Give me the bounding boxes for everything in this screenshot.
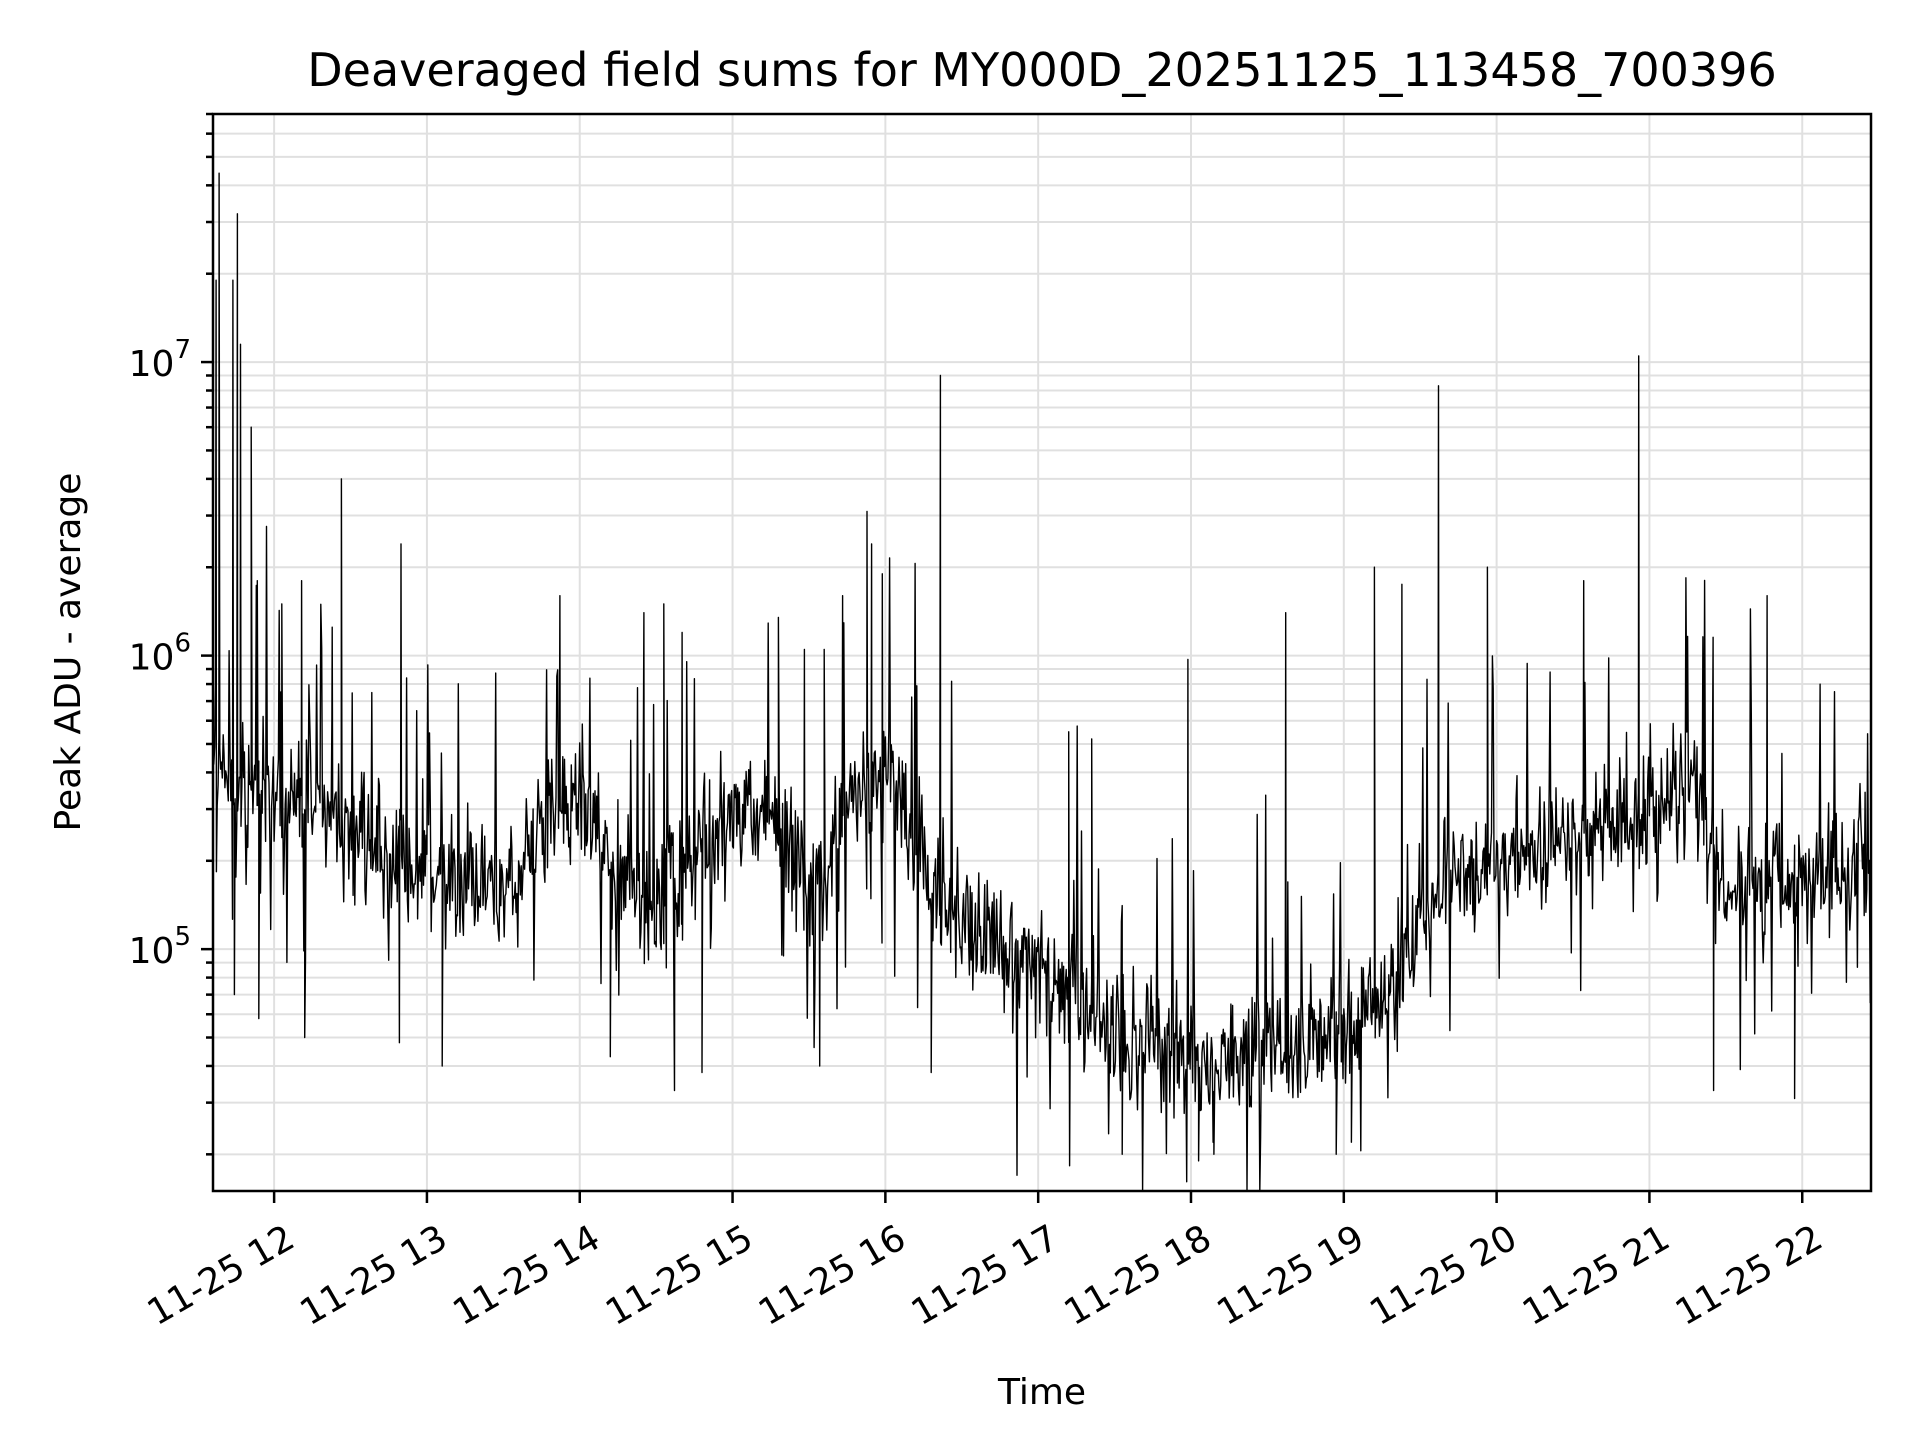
grid-layer	[213, 113, 1871, 1191]
x-tick-label: 11-25 18	[1058, 1217, 1219, 1333]
x-tick-label: 11-25 19	[1210, 1217, 1371, 1333]
y-tick-label: 107	[129, 335, 191, 385]
x-tick-label: 11-25 14	[446, 1217, 607, 1333]
y-tick-label: 105	[129, 922, 191, 972]
y-tick-label: 106	[129, 629, 191, 679]
x-tick-label: 11-25 16	[752, 1217, 913, 1333]
y-axis-label: Peak ADU - average	[48, 473, 89, 832]
plot-frame	[211, 112, 1873, 1193]
series-line-field-sums	[213, 172, 1871, 1191]
chart-title: Deaveraged field sums for MY000D_2025112…	[307, 43, 1776, 97]
x-tick-label: 11-25 21	[1516, 1217, 1677, 1333]
x-tick-label: 11-25 13	[294, 1217, 455, 1333]
x-tick-label: 11-25 22	[1669, 1217, 1830, 1333]
x-axis-label: Time	[997, 1372, 1086, 1413]
x-tick-label: 11-25 20	[1363, 1217, 1524, 1333]
series-layer	[213, 172, 1871, 1191]
x-tick-label: 11-25 15	[599, 1217, 760, 1333]
x-tick-label: 11-25 12	[141, 1217, 302, 1333]
x-tick-label: 11-25 17	[905, 1217, 1066, 1333]
